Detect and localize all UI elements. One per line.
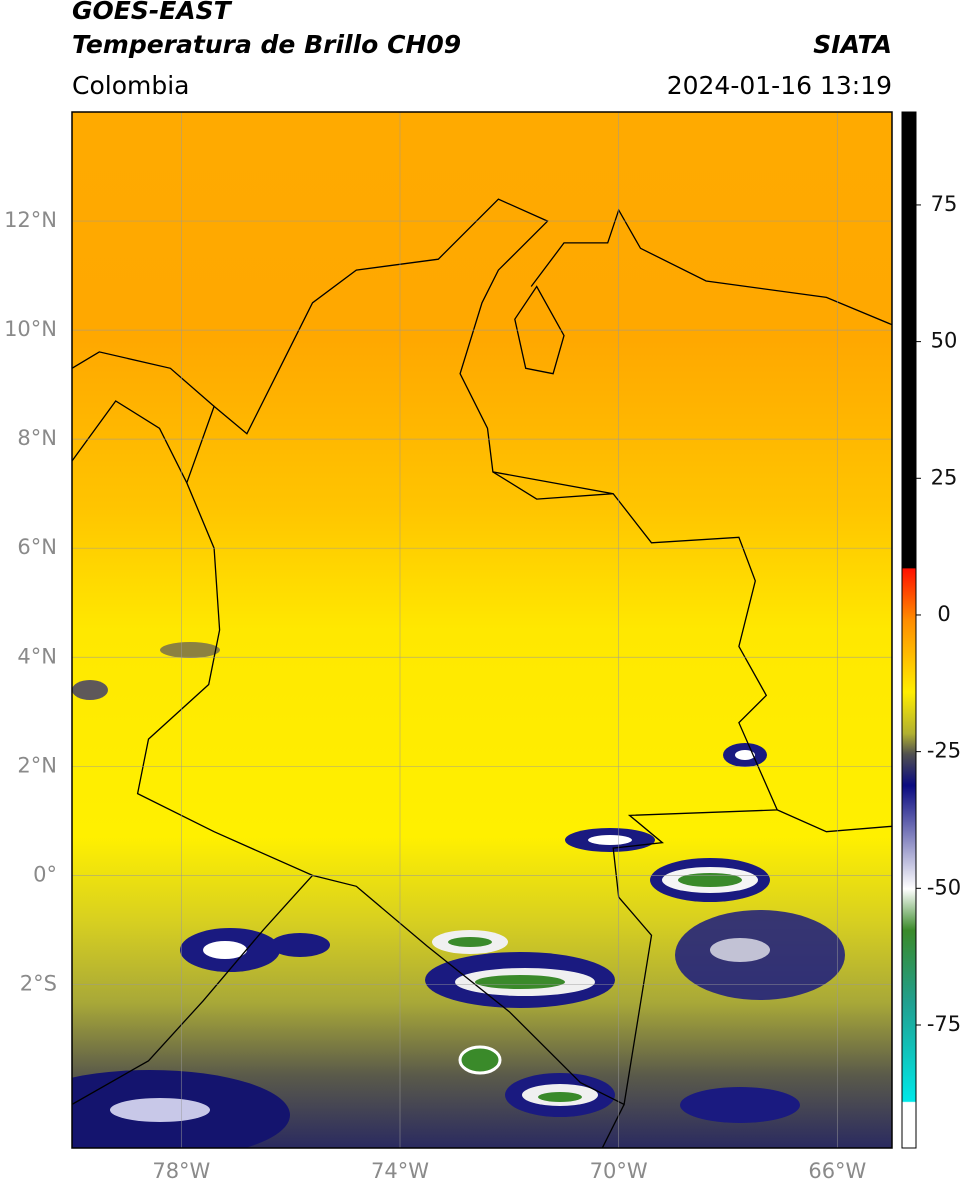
x-tick-label: 78°W	[152, 1159, 210, 1183]
boundary	[601, 1104, 625, 1148]
colorbar-tick-label: -75	[927, 1012, 961, 1036]
y-tick-label: 12°N	[4, 208, 57, 232]
boundary	[514, 285, 565, 375]
colorbar-tick-label: 50	[931, 329, 958, 353]
y-tick-label: 10°N	[4, 317, 57, 341]
x-tick-label: 74°W	[371, 1159, 429, 1183]
product: Temperatura de Brillo CH09	[72, 30, 461, 59]
boundary	[72, 351, 215, 407]
map-image	[72, 112, 892, 1148]
datetime: 2024-01-16 13:19	[667, 71, 892, 100]
region: Colombia	[72, 71, 189, 100]
y-tick-label: 2°S	[20, 971, 57, 995]
graticule	[72, 112, 892, 1148]
y-tick-label: 8°N	[17, 426, 57, 450]
satellite: GOES-EAST	[72, 0, 233, 25]
source: SIATA	[813, 30, 892, 59]
boundary	[492, 471, 614, 500]
colorbar-tick-label: -25	[927, 739, 961, 763]
boundary	[72, 400, 188, 484]
colorbar-tick-label: 0	[937, 602, 950, 626]
colorbar-tick-label: -50	[927, 875, 961, 899]
y-tick-label: 2°N	[17, 753, 57, 777]
boundary	[72, 874, 313, 1105]
boundary	[776, 809, 892, 833]
y-tick-label: 4°N	[17, 644, 57, 668]
clouds	[72, 642, 845, 1148]
boundary	[530, 208, 892, 326]
colorbar-tick-label: 75	[931, 192, 958, 216]
coastlines	[72, 198, 892, 1148]
boundary	[136, 198, 779, 1106]
colorbar	[901, 111, 917, 1149]
x-tick-label: 66°W	[808, 1159, 866, 1183]
y-tick-label: 6°N	[17, 535, 57, 559]
ticks: 78°W 74°W 70°W 66°W 12°N 10°N 8°N 6°N 4°N 2°N 0° 2°…	[4, 192, 961, 1183]
map-frame	[71, 111, 893, 1149]
y-tick-label: 0°	[33, 862, 57, 886]
x-tick-label: 70°W	[590, 1159, 648, 1183]
colorbar-tick-label: 25	[931, 465, 958, 489]
